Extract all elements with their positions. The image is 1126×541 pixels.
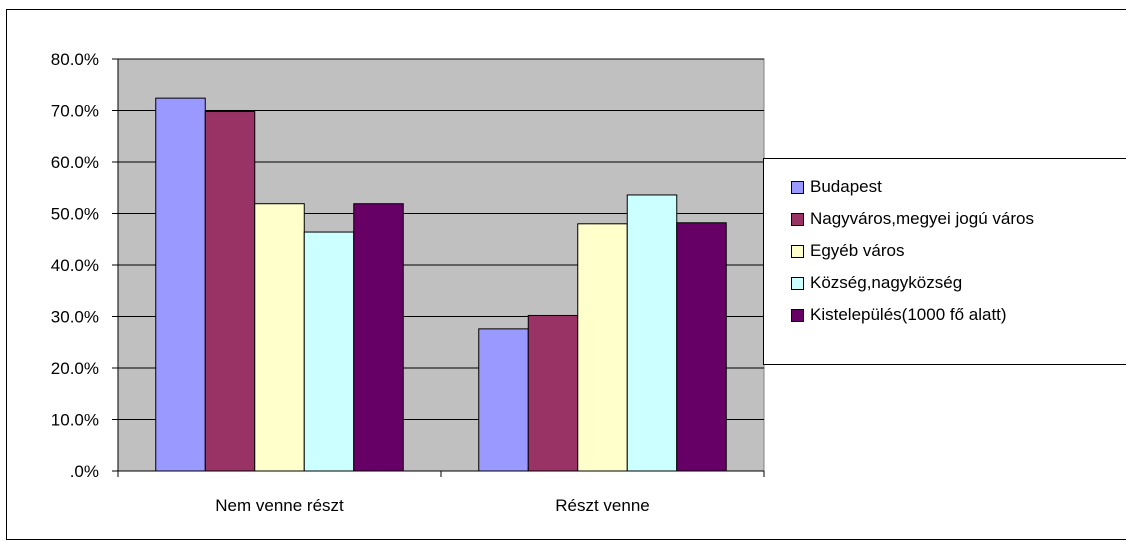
y-tick-label: 20.0% bbox=[51, 359, 99, 378]
legend-swatch bbox=[791, 212, 804, 226]
legend-item: Kistelepülés(1000 fő alatt) bbox=[791, 303, 1007, 327]
y-tick-label: 10.0% bbox=[51, 411, 99, 430]
x-category-label: Részt venne bbox=[555, 496, 650, 515]
x-category-label: Nem venne részt bbox=[215, 496, 344, 515]
bar bbox=[478, 328, 529, 472]
y-tick-label: 70.0% bbox=[51, 102, 99, 121]
legend-item: Egyéb város bbox=[791, 239, 905, 263]
legend-item: Nagyváros,megyei jogú város bbox=[791, 207, 1034, 231]
y-tick-label: 60.0% bbox=[51, 153, 99, 172]
y-tick-label: 30.0% bbox=[51, 308, 99, 327]
legend-swatch bbox=[791, 244, 804, 258]
bar bbox=[626, 194, 678, 472]
legend-label: Község,nagyközség bbox=[810, 273, 963, 292]
bar bbox=[676, 222, 727, 472]
bar bbox=[155, 97, 206, 472]
legend-item: Község,nagyközség bbox=[791, 271, 962, 295]
bar bbox=[254, 203, 305, 472]
bar bbox=[353, 203, 404, 472]
bar bbox=[527, 314, 579, 472]
legend-label: Kistelepülés(1000 fő alatt) bbox=[810, 305, 1007, 324]
legend-swatch bbox=[791, 180, 804, 194]
y-tick-label: 40.0% bbox=[51, 256, 99, 275]
legend-label: Budapest bbox=[810, 177, 882, 196]
y-tick-label: .0% bbox=[70, 462, 99, 481]
bar bbox=[577, 223, 628, 472]
bars bbox=[155, 97, 727, 472]
legend-item: Budapest bbox=[791, 175, 882, 199]
legend-label: Egyéb város bbox=[810, 241, 905, 260]
axes bbox=[112, 58, 765, 477]
legend-swatch bbox=[791, 308, 804, 322]
y-tick-label: 50.0% bbox=[51, 205, 99, 224]
legend: Budapest Nagyváros,megyei jogú város Egyéb… bbox=[763, 158, 1126, 365]
x-axis-category-labels: Nem venne részt Részt venne bbox=[215, 496, 650, 515]
legend-label: Nagyváros,megyei jogú város bbox=[810, 209, 1034, 228]
y-axis-tick-labels: .0% 10.0% 20.0% 30.0% 40.0% 50.0% 60.0% 70.0% 80… bbox=[51, 50, 99, 481]
bar bbox=[303, 231, 355, 472]
bar bbox=[204, 111, 256, 472]
y-tick-label: 80.0% bbox=[51, 50, 99, 69]
legend-swatch bbox=[791, 276, 804, 290]
